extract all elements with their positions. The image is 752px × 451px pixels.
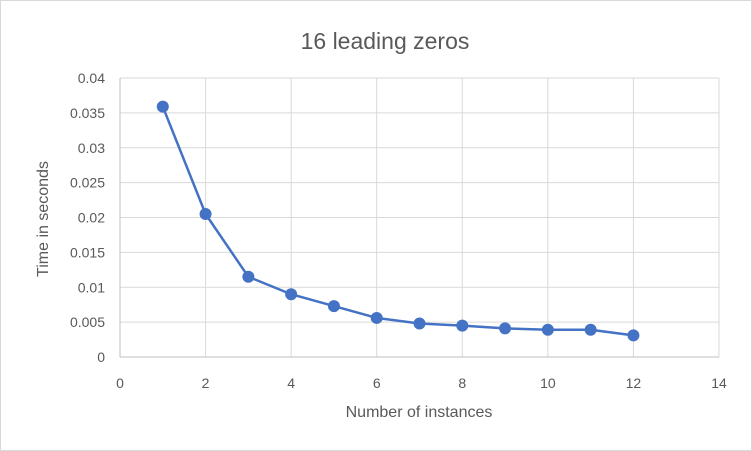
x-tick-label: 12 bbox=[626, 375, 642, 391]
y-tick-label: 0.02 bbox=[78, 210, 105, 226]
y-tick-label: 0.03 bbox=[78, 140, 105, 156]
y-tick-label: 0 bbox=[97, 349, 105, 365]
chart-title: 16 leading zeros bbox=[301, 28, 470, 54]
data-point bbox=[285, 288, 298, 301]
data-point bbox=[370, 311, 383, 324]
y-tick-label: 0.015 bbox=[70, 244, 105, 260]
data-point bbox=[242, 270, 255, 283]
data-point bbox=[456, 319, 469, 332]
x-tick-label: 6 bbox=[373, 375, 381, 391]
data-point bbox=[627, 329, 640, 342]
series-group bbox=[156, 100, 640, 342]
data-point bbox=[156, 100, 169, 113]
y-tick-labels: 0 0.005 0.01 0.015 0.02 0.025 0.03 0.035 0.04 bbox=[70, 70, 105, 365]
y-axis-label: Time in seconds bbox=[35, 161, 52, 277]
x-tick-label: 8 bbox=[458, 375, 466, 391]
series-line bbox=[161, 106, 634, 337]
x-axis-label: Number of instances bbox=[346, 404, 493, 421]
axes bbox=[119, 78, 719, 358]
x-tick-label: 4 bbox=[287, 375, 295, 391]
data-point bbox=[499, 322, 512, 335]
y-tick-label: 0.035 bbox=[70, 105, 105, 121]
x-tick-label: 10 bbox=[540, 375, 556, 391]
y-tick-label: 0.04 bbox=[78, 70, 105, 86]
x-tick-labels: 0 2 4 6 8 10 12 14 bbox=[116, 375, 727, 391]
data-point bbox=[541, 323, 554, 336]
x-tick-label: 2 bbox=[202, 375, 210, 391]
data-point bbox=[413, 317, 426, 330]
data-point bbox=[327, 300, 340, 313]
data-point bbox=[199, 208, 212, 221]
x-tick-label: 14 bbox=[711, 375, 727, 391]
gridlines bbox=[120, 77, 720, 357]
y-tick-label: 0.01 bbox=[78, 279, 105, 295]
data-point bbox=[584, 323, 597, 336]
y-tick-label: 0.005 bbox=[70, 314, 105, 330]
y-tick-label: 0.025 bbox=[70, 175, 105, 191]
x-tick-label: 0 bbox=[116, 375, 124, 391]
